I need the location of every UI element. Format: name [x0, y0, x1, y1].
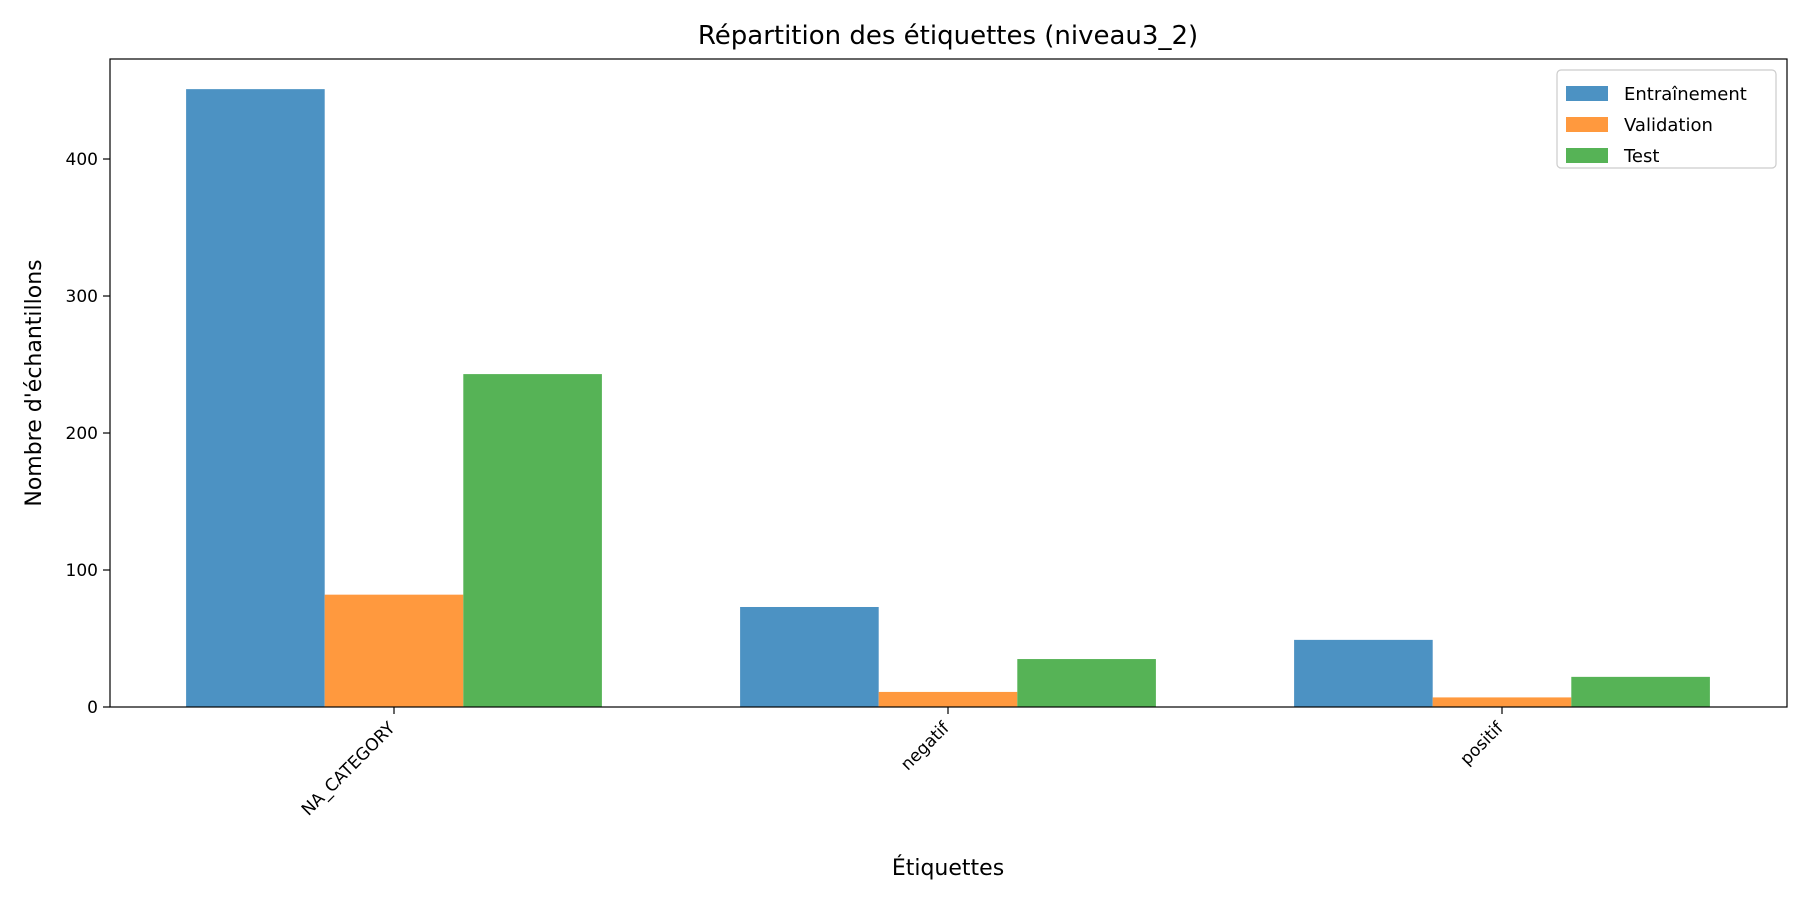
x-axis-title: Étiquettes [892, 855, 1004, 881]
y-tick-label: 100 [66, 561, 98, 581]
y-axis-title: Nombre d'échantillons [22, 259, 47, 506]
bar [1432, 697, 1572, 707]
legend-swatch [1566, 117, 1608, 132]
legend-swatch [1566, 148, 1608, 163]
bar [324, 594, 464, 707]
chart-title: Répartition des étiquettes (niveau3_2) [698, 21, 1198, 51]
x-tick-label: negatif [897, 718, 954, 775]
legend-label: Entraînement [1624, 84, 1747, 105]
y-tick-label: 400 [66, 150, 98, 170]
y-tick-label: 200 [66, 424, 98, 444]
legend-swatch [1566, 86, 1608, 101]
bar-series-2 [463, 374, 1710, 707]
bar [463, 374, 602, 707]
plot-area: 0 100 200 300 400 NA_CATEGORY negatif positif [66, 58, 1788, 820]
bar [186, 89, 325, 708]
x-tick-label: positif [1457, 718, 1509, 770]
legend-label: Validation [1624, 115, 1713, 136]
y-tick-label: 300 [66, 287, 98, 307]
legend: Entraînement Validation Test [1556, 69, 1777, 169]
bar [1294, 639, 1433, 707]
bar [740, 606, 879, 707]
bar-series-1 [324, 594, 1572, 707]
bar [1571, 676, 1710, 707]
x-tick-label: NA_CATEGORY [298, 718, 400, 820]
bar-series-0 [186, 89, 1433, 708]
bar [1017, 659, 1156, 707]
bar [878, 691, 1018, 707]
legend-box [1556, 69, 1777, 169]
y-tick-label: 0 [87, 698, 98, 718]
legend-label: Test [1623, 146, 1659, 167]
